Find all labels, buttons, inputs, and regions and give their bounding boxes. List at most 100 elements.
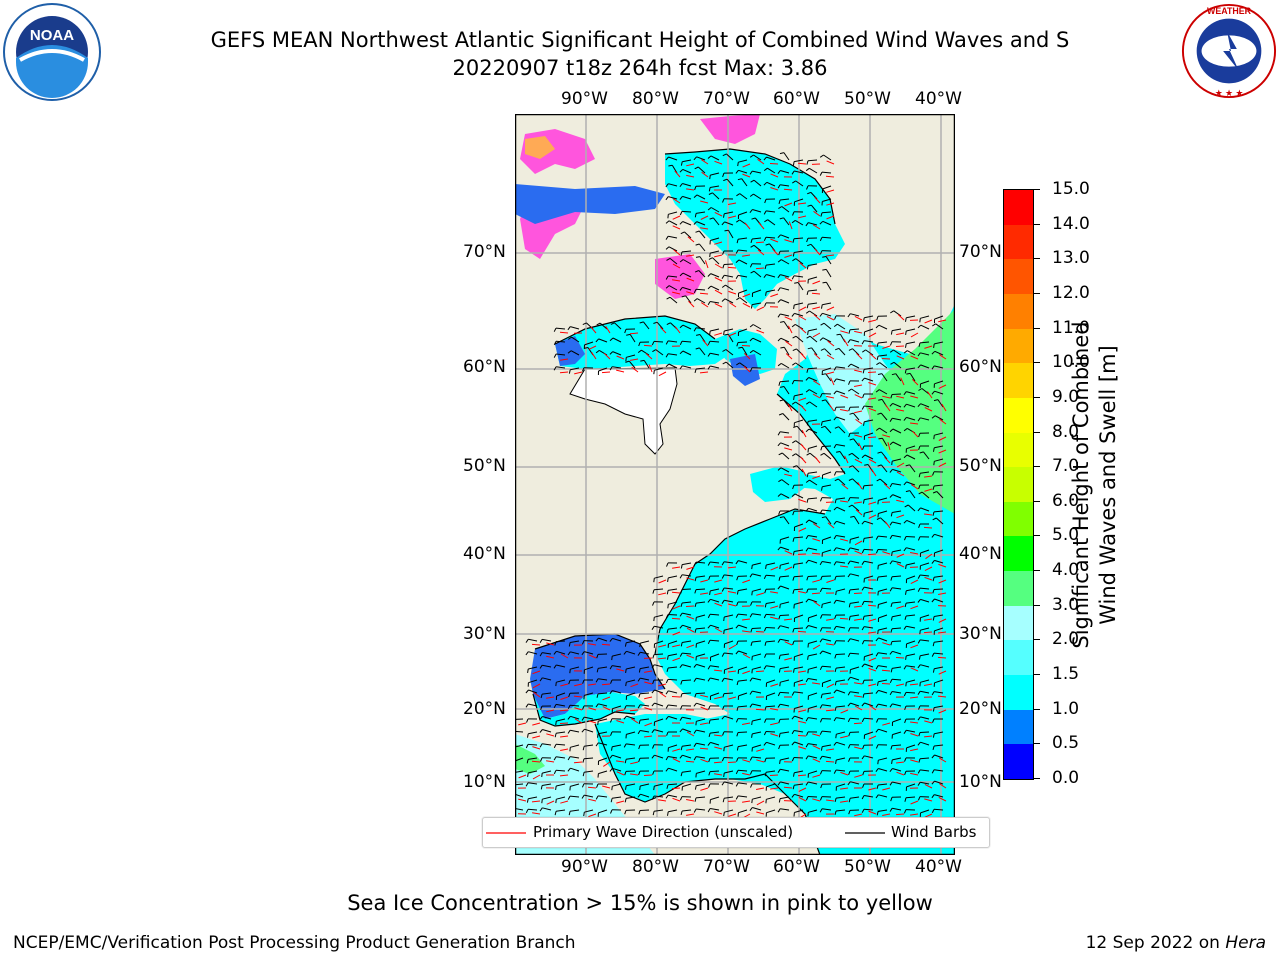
wind-barb: [822, 185, 832, 190]
wind-barb-flag: [764, 641, 767, 646]
colorbar-tick-label: 1.5: [1052, 664, 1080, 685]
wind-barb: [724, 614, 734, 618]
wind-barb-flag: [680, 693, 683, 698]
wind-barb: [682, 286, 692, 291]
wind-barb: [892, 650, 902, 655]
wave-direction-arrow: [714, 579, 723, 583]
wind-barb: [668, 196, 678, 200]
wind-barb: [570, 651, 580, 655]
wind-barb-flag: [875, 389, 880, 393]
wind-barb-flag: [903, 520, 908, 524]
wind-barb: [891, 744, 902, 747]
wind-barb-flag: [819, 638, 823, 643]
wind-barb: [878, 354, 888, 357]
wind-barb-flag: [667, 577, 669, 582]
wind-barb-flag: [819, 337, 824, 341]
wind-barb-flag: [665, 690, 669, 695]
wind-barb: [780, 274, 790, 278]
wind-barb: [837, 478, 846, 486]
wind-barb: [934, 458, 944, 462]
wind-barb-flag: [791, 380, 795, 385]
wind-barb-flag: [738, 346, 743, 349]
wind-barb: [710, 155, 720, 161]
wind-barb: [794, 614, 804, 619]
wave-direction-arrow: [574, 683, 583, 687]
wind-barb-flag: [693, 664, 697, 668]
wind-barb-flag: [693, 156, 697, 161]
wind-barb-flag: [693, 327, 697, 332]
wind-barb-flag: [861, 663, 865, 668]
wave-direction-arrow: [910, 813, 919, 816]
colorbar-segment: [1004, 397, 1033, 434]
wind-barb: [794, 523, 804, 528]
wind-barb: [640, 677, 650, 681]
wind-barb-flag: [792, 335, 797, 339]
wave-direction-arrow: [531, 760, 541, 763]
colorbar-tick-label: 6.0: [1052, 490, 1080, 511]
wind-barb: [905, 536, 916, 538]
wind-barb: [881, 464, 888, 473]
wave-direction-arrow: [742, 302, 751, 308]
lon-label-bottom-70w: 70°W: [703, 857, 750, 877]
wind-barb: [935, 323, 944, 330]
wind-barb-flag: [792, 628, 795, 633]
wind-barb-flag: [875, 690, 879, 694]
wind-barb: [881, 438, 888, 447]
wind-barb: [822, 704, 832, 707]
wave-direction-arrow: [826, 306, 835, 311]
wind-barb-flag: [917, 716, 921, 721]
wind-barb-flag: [876, 478, 881, 482]
wave-direction-arrow: [560, 653, 569, 659]
wind-barb: [726, 178, 734, 187]
wave-direction-arrow: [743, 366, 751, 373]
wind-barb: [752, 744, 762, 749]
wave-direction-arrow: [924, 345, 933, 349]
wind-barb: [695, 288, 706, 291]
wind-barb-flag: [807, 243, 812, 247]
wind-barb: [824, 425, 832, 434]
wind-barb-flag: [611, 656, 613, 661]
wind-barb: [654, 575, 664, 579]
wind-barb-flag: [763, 574, 767, 580]
wind-barb-flag: [889, 521, 893, 526]
wind-barb-flag: [792, 576, 795, 581]
wind-barb-flag: [834, 640, 837, 645]
lon-label-top-70w: 70°W: [703, 89, 750, 109]
wind-barb-flag: [637, 349, 642, 354]
wind-barb: [710, 808, 720, 811]
wind-barb-flag: [778, 576, 781, 581]
wind-barb-flag: [931, 769, 935, 774]
wind-barb: [793, 627, 804, 630]
wind-barb: [808, 625, 818, 629]
wave-direction-arrow: [701, 171, 709, 178]
wave-direction-arrow: [840, 394, 849, 399]
wave-direction-arrow: [800, 404, 807, 412]
wind-barb: [598, 718, 608, 722]
wind-barb-flag: [763, 731, 767, 736]
colorbar-segment: [1004, 432, 1033, 468]
wave-direction-arrow: [714, 160, 723, 165]
wind-barb-flag: [610, 809, 613, 814]
wind-barb: [726, 153, 734, 161]
wind-barb: [783, 516, 790, 525]
wind-barb: [836, 809, 846, 812]
wind-barb: [864, 328, 874, 333]
wind-barb: [783, 152, 790, 161]
wind-barb-flag: [597, 733, 599, 738]
wind-barb-flag: [903, 809, 907, 814]
wind-barb: [811, 347, 818, 356]
wind-barb: [598, 367, 608, 372]
wave-direction-arrow: [801, 429, 807, 438]
wind-barb: [696, 702, 706, 707]
colorbar-tick-mark: [1033, 570, 1040, 572]
colorbar-tick-label: 8.0: [1052, 421, 1080, 442]
wave-direction-arrow: [813, 353, 821, 360]
wind-barb: [752, 337, 762, 343]
wind-barb: [933, 510, 944, 513]
wind-barb-flag: [555, 785, 557, 790]
wind-barb: [920, 639, 930, 642]
wind-barb-flag: [805, 743, 809, 748]
wave-direction-arrow: [714, 241, 723, 245]
wind-barb: [556, 783, 566, 787]
wind-barb-flag: [792, 589, 795, 594]
